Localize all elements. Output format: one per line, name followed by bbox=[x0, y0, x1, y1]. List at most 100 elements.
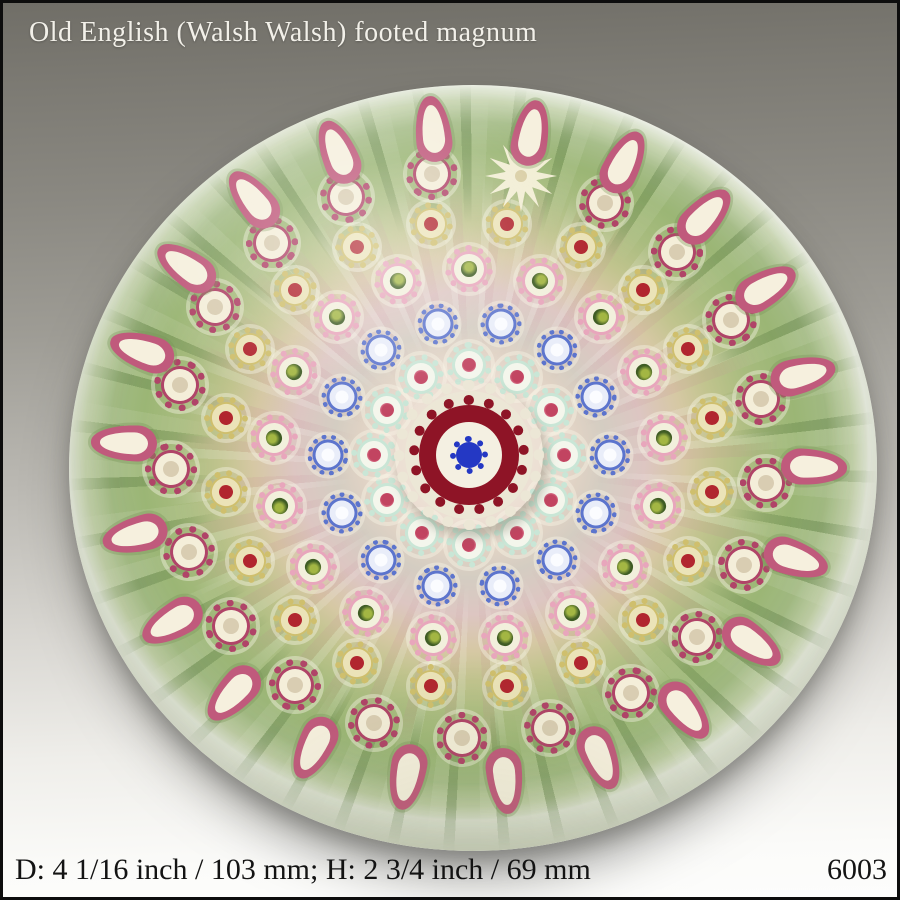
cane-teeth bbox=[596, 538, 654, 596]
cane-ring bbox=[421, 307, 455, 341]
flame-edge bbox=[714, 609, 790, 677]
cane-ring bbox=[564, 646, 598, 680]
cane-ring bbox=[368, 391, 406, 429]
crimson-flower-cane bbox=[139, 437, 203, 501]
cane-ring bbox=[742, 380, 780, 418]
mint-red-cane bbox=[343, 424, 405, 486]
cane-ring bbox=[585, 301, 617, 333]
cane-dot bbox=[635, 282, 651, 298]
pink-greeneye-cane bbox=[610, 338, 678, 406]
yellow-daisy-cane bbox=[328, 634, 386, 692]
cane-teeth bbox=[445, 245, 493, 293]
cane-teeth bbox=[301, 428, 355, 482]
cane-teeth bbox=[390, 501, 454, 565]
cane-ring bbox=[496, 356, 538, 398]
cane-teeth bbox=[197, 592, 265, 660]
cane-teeth bbox=[411, 297, 465, 351]
yellow-daisy-cane bbox=[219, 318, 281, 380]
cane-dot bbox=[678, 339, 698, 359]
cane-ring bbox=[592, 437, 628, 473]
cane-ring bbox=[581, 498, 611, 528]
cane-dot bbox=[734, 555, 754, 575]
cane-dot bbox=[177, 540, 201, 564]
cane-ring bbox=[452, 528, 486, 562]
cane-dot bbox=[668, 243, 686, 261]
cane-dot bbox=[751, 389, 771, 409]
flame-rim-cane bbox=[570, 720, 630, 796]
flame-edge bbox=[593, 124, 655, 200]
cane-dot bbox=[492, 578, 508, 594]
cane-ring bbox=[647, 421, 681, 455]
cane-ring bbox=[488, 311, 514, 337]
cane-ring bbox=[232, 543, 268, 579]
pink-greeneye-cane bbox=[307, 287, 367, 347]
cane-ring bbox=[415, 208, 447, 240]
flame-rim-cane bbox=[104, 323, 180, 379]
cane-dot bbox=[553, 444, 575, 466]
yellow-daisy-cane bbox=[549, 215, 613, 279]
cane-dot bbox=[497, 676, 517, 696]
cane-dot bbox=[588, 389, 604, 405]
crimson-flower-cane bbox=[339, 688, 409, 758]
crimson-flower-cane bbox=[694, 283, 768, 357]
cane-ring bbox=[441, 717, 483, 759]
center-cog bbox=[409, 395, 529, 515]
blue-white-cane bbox=[528, 531, 586, 589]
cane-ring bbox=[637, 485, 679, 527]
cane-teeth bbox=[477, 656, 537, 716]
cane-ring bbox=[493, 210, 521, 238]
yellow-daisy-cane bbox=[196, 462, 256, 522]
cane-teeth bbox=[610, 338, 678, 406]
cane-dot bbox=[240, 339, 260, 359]
cane-ring bbox=[151, 449, 191, 489]
cane-ring bbox=[724, 545, 764, 585]
cane-ring bbox=[743, 460, 789, 506]
cane-dot bbox=[754, 471, 778, 495]
cane-ring bbox=[207, 473, 245, 511]
crimson-flower-cane bbox=[144, 349, 216, 421]
mint-red-cane bbox=[526, 385, 576, 435]
cane-teeth bbox=[713, 534, 775, 596]
cane-dot bbox=[363, 712, 385, 734]
crimson-flower-cane bbox=[235, 206, 309, 280]
cane-teeth bbox=[248, 474, 312, 538]
flame-rim-cane bbox=[98, 509, 172, 561]
cane-dot bbox=[542, 491, 560, 509]
caption-title: Old English (Walsh Walsh) footed magnum bbox=[29, 17, 538, 48]
cane-teeth bbox=[269, 264, 321, 316]
cane-ring bbox=[231, 330, 269, 368]
yellow-daisy-cane bbox=[553, 635, 609, 691]
cane-dot bbox=[241, 552, 259, 570]
cane-teeth bbox=[402, 657, 460, 715]
cane-dot bbox=[302, 556, 324, 578]
cane-teeth bbox=[484, 500, 550, 566]
cane-teeth bbox=[528, 531, 586, 589]
cane-dot bbox=[205, 297, 225, 317]
flame-core bbox=[159, 243, 213, 291]
cane-teeth bbox=[343, 424, 405, 486]
flame-core bbox=[603, 135, 645, 189]
flame-rim-cane bbox=[218, 161, 288, 237]
cane-ring bbox=[377, 260, 419, 302]
cane-teeth bbox=[549, 215, 613, 279]
cane-ring bbox=[534, 483, 568, 517]
cane-dot bbox=[377, 490, 397, 510]
cane-ring bbox=[454, 350, 484, 380]
cane-motif bbox=[69, 85, 877, 851]
flame-rim-cane bbox=[197, 657, 269, 731]
cane-dot bbox=[420, 162, 444, 186]
pink-greeneye-cane bbox=[596, 538, 654, 596]
cane-dot bbox=[460, 536, 478, 554]
cane-teeth bbox=[314, 485, 370, 541]
flame-edge bbox=[308, 114, 368, 190]
cane-ring bbox=[209, 401, 243, 435]
cane-teeth bbox=[525, 474, 577, 526]
cane-dot bbox=[461, 357, 477, 373]
blue-white-cane bbox=[528, 321, 586, 379]
cane-ring bbox=[708, 297, 754, 343]
crimson-flower-cane bbox=[197, 592, 265, 660]
cane-ring bbox=[528, 706, 572, 750]
cane-ring bbox=[412, 617, 454, 659]
crimson-flower-cane bbox=[153, 516, 225, 588]
cane-teeth bbox=[144, 349, 216, 421]
